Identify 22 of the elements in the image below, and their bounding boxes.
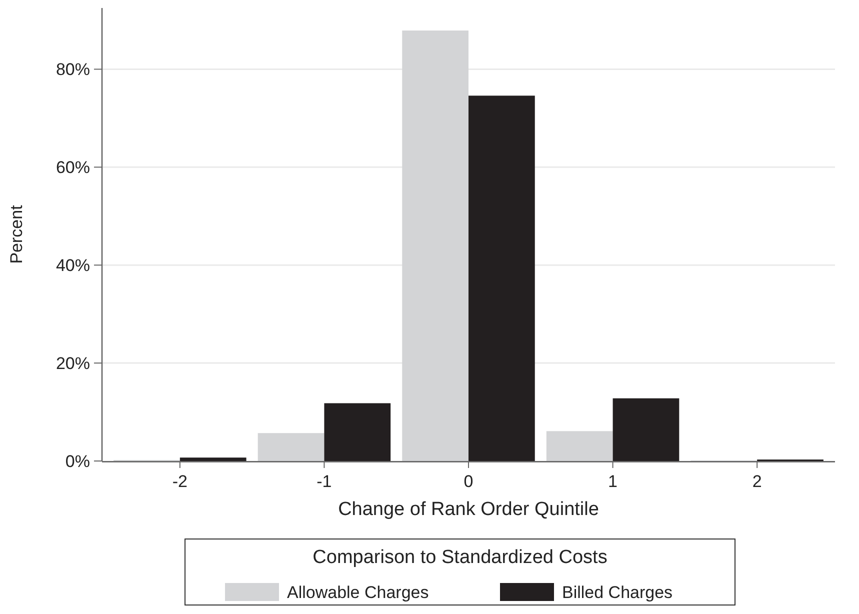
legend-title: Comparison to Standardized Costs <box>312 547 608 568</box>
legend-label: Allowable Charges <box>287 582 429 602</box>
x-tick-label: 0 <box>464 472 474 491</box>
y-axis-title: Percent <box>7 204 26 264</box>
bar <box>402 30 468 461</box>
bar <box>180 458 246 461</box>
y-tick-label: 80% <box>56 60 90 80</box>
y-tick-label: 20% <box>56 354 90 374</box>
x-axis-title: Change of Rank Order Quintile <box>338 499 599 520</box>
bar <box>612 398 680 461</box>
x-tick-label: 1 <box>608 472 618 491</box>
x-tick-label: 2 <box>752 472 762 491</box>
bar <box>468 96 535 461</box>
legend-label: Billed Charges <box>562 582 673 602</box>
bar <box>258 433 324 461</box>
x-tick-label: -1 <box>316 472 332 491</box>
y-tick-label: 40% <box>56 256 90 276</box>
bar <box>324 403 391 461</box>
bar <box>546 431 613 461</box>
x-tick-label: -2 <box>172 472 188 491</box>
y-tick-label: 0% <box>65 452 90 471</box>
y-tick-label: 60% <box>56 158 90 178</box>
